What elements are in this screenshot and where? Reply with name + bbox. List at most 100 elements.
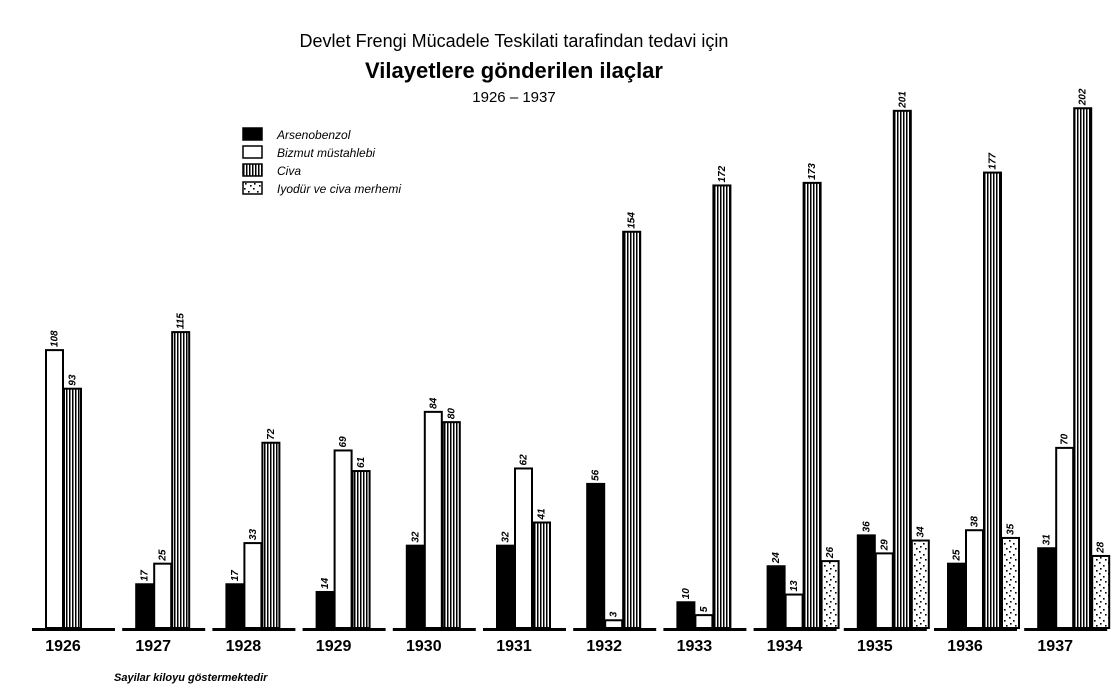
- baseline-1937: [1024, 628, 1108, 631]
- bar-1935-3: [910, 539, 930, 630]
- legend: Arsenobenzol Bizmut müstahlebi Civa Iyodür …: [242, 127, 401, 196]
- baseline-1933: [663, 628, 747, 631]
- value-label-1937-0: 31: [1042, 534, 1053, 546]
- value-label-1927-0: 17: [140, 570, 151, 582]
- baseline-1931: [483, 628, 566, 631]
- value-label-1931-2: 41: [537, 508, 548, 521]
- value-label-1930-2: 80: [446, 408, 457, 420]
- bar-1930-2: [441, 421, 461, 629]
- bar-1934-0: [766, 565, 786, 629]
- bar-1936-2: [983, 171, 1002, 629]
- tick-label-1928: 1928: [226, 638, 262, 655]
- value-label-1931-0: 32: [501, 531, 512, 543]
- tick-label-1930: 1930: [406, 638, 442, 655]
- value-label-1937-2: 202: [1078, 88, 1089, 106]
- legend-label-0: Arsenobenzol: [276, 128, 351, 142]
- bar-1926-1: [45, 349, 64, 629]
- value-label-1930-1: 84: [428, 397, 439, 409]
- baselines: [32, 628, 1108, 631]
- chart-title: Vilayetlere gönderilen ilaçlar: [365, 58, 663, 83]
- value-label-1935-0: 36: [861, 521, 872, 533]
- value-label-1934-0: 24: [771, 552, 782, 565]
- value-label-1935-2: 201: [897, 91, 908, 109]
- value-label-1932-1: 3: [609, 611, 620, 617]
- year-labels: 1926 1927 1928 1929 1930 1931 1932 1933 1934 1935…: [45, 638, 1073, 655]
- value-label-1928-2: 72: [266, 428, 277, 440]
- baseline-1930: [392, 628, 476, 631]
- baseline-1927: [122, 628, 206, 631]
- bar-1928-2: [261, 441, 281, 629]
- bar-1931-2: [532, 521, 551, 630]
- bar-1932-2: [622, 230, 642, 629]
- tick-label-1937: 1937: [1037, 638, 1073, 655]
- chart-footnote: Sayilar kiloyu göstermektedir: [114, 672, 268, 684]
- bar-1934-2: [802, 181, 822, 629]
- baseline-1932: [573, 628, 657, 631]
- tick-label-1927: 1927: [135, 638, 171, 655]
- legend-label-3: Iyodür ve civa merhemi: [277, 182, 401, 196]
- baseline-1928: [212, 628, 296, 631]
- bars: 1089317251151733721469613284803262415631…: [45, 88, 1111, 630]
- tick-label-1926: 1926: [45, 638, 81, 655]
- value-label-1934-1: 13: [789, 580, 800, 592]
- bar-1937-2: [1073, 107, 1093, 629]
- value-label-1937-3: 28: [1096, 541, 1107, 554]
- bar-1927-0: [135, 583, 155, 629]
- bar-1933-1: [694, 614, 714, 630]
- bar-1930-1: [423, 410, 443, 630]
- value-label-1927-2: 115: [176, 313, 187, 329]
- bar-1932-1: [604, 619, 624, 630]
- tick-label-1934: 1934: [767, 638, 803, 655]
- tick-label-1933: 1933: [677, 638, 713, 655]
- value-label-1936-1: 38: [970, 516, 981, 528]
- value-label-1928-0: 17: [230, 570, 241, 582]
- value-label-1931-1: 62: [519, 454, 530, 466]
- value-label-1929-0: 14: [320, 577, 331, 589]
- bar-1928-0: [225, 583, 245, 629]
- legend-label-1: Bizmut müstahlebi: [277, 146, 375, 160]
- bar-1931-0: [496, 544, 515, 629]
- legend-swatch-3: [242, 181, 263, 195]
- chart-subtitle: Devlet Frengi Mücadele Teskilati tarafin…: [300, 31, 729, 51]
- value-label-1934-3: 26: [825, 547, 836, 560]
- value-label-1929-2: 61: [356, 456, 367, 468]
- bar-1929-0: [315, 590, 335, 630]
- value-label-1933-1: 5: [699, 606, 710, 612]
- baseline-1926: [32, 628, 115, 631]
- bar-1936-0: [947, 562, 966, 629]
- value-label-1935-3: 34: [915, 526, 926, 538]
- bar-1927-2: [171, 331, 191, 629]
- chart-range-label: 1926 – 1937: [472, 89, 555, 106]
- bar-1935-1: [874, 552, 894, 629]
- legend-swatch-0: [242, 127, 263, 141]
- legend-label-2: Civa: [277, 164, 301, 178]
- value-label-1936-3: 35: [1006, 523, 1017, 535]
- value-label-1936-0: 25: [952, 549, 963, 562]
- value-label-1932-2: 154: [627, 212, 638, 229]
- baseline-1935: [843, 628, 927, 631]
- bar-1929-1: [333, 449, 353, 630]
- bar-1935-0: [856, 534, 876, 630]
- value-label-1930-0: 32: [410, 531, 421, 543]
- value-label-1934-2: 173: [807, 163, 818, 180]
- tick-label-1929: 1929: [316, 638, 352, 655]
- tick-label-1932: 1932: [586, 638, 622, 655]
- value-label-1933-2: 172: [717, 165, 728, 182]
- bar-1937-1: [1055, 446, 1075, 630]
- tick-label-1931: 1931: [496, 638, 532, 655]
- bar-1936-1: [965, 529, 984, 630]
- value-label-1926-2: 93: [68, 374, 79, 386]
- bar-1927-1: [153, 562, 173, 629]
- value-label-1936-2: 177: [988, 152, 999, 169]
- value-label-1927-1: 25: [158, 549, 169, 562]
- tick-label-1936: 1936: [947, 638, 983, 655]
- bar-1930-0: [405, 544, 425, 629]
- bar-1937-0: [1037, 547, 1057, 629]
- bar-1929-2: [351, 470, 371, 629]
- legend-swatch-1: [242, 145, 263, 159]
- baseline-1936: [934, 628, 1017, 631]
- value-label-1932-0: 56: [591, 469, 602, 481]
- value-label-1937-1: 70: [1060, 433, 1071, 445]
- bar-1928-1: [243, 542, 263, 629]
